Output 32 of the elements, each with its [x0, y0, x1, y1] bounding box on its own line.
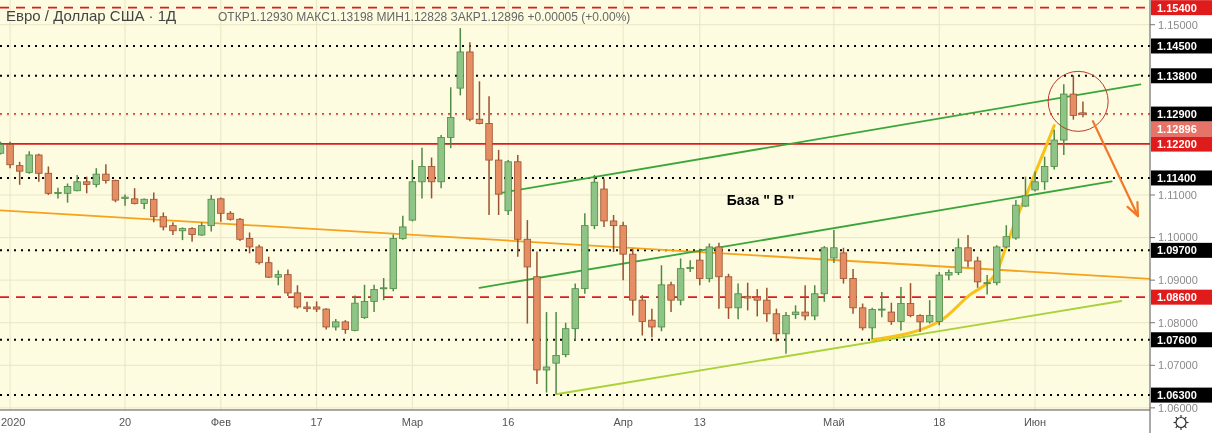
ref-line-label: 1.15400	[1157, 1, 1197, 14]
y-tick-label: 1.11000	[1158, 188, 1197, 201]
x-tick-label: 20	[118, 416, 132, 428]
ref-line-label: 1.12896	[1157, 122, 1197, 135]
ref-line-label: 1.12200	[1157, 137, 1197, 150]
ref-line-label: 1.07600	[1157, 333, 1197, 346]
ref-line-label: 1.08600	[1157, 291, 1197, 304]
ref-line-label: 1.12900	[1157, 107, 1197, 120]
y-tick-label: 1.07000	[1158, 359, 1198, 372]
text: Евро / Доллар США · 1Д	[6, 7, 177, 24]
annotation: База " В "	[726, 192, 795, 208]
y-tick-label: 1.15000	[1158, 18, 1198, 31]
x-tick-label: Май	[823, 416, 845, 428]
text: ОТКР1.12930 МАКС1.13198 МИН1.12828 ЗАКР1.12896 +0.00005 (+0.00%)	[218, 10, 631, 24]
x-tick-label: Июн	[1023, 416, 1047, 428]
ref-line-label: 1.13800	[1157, 69, 1197, 82]
ref-line-label: 1.09700	[1157, 244, 1197, 257]
x-tick-label: 13	[693, 416, 706, 428]
x-tick-label: 16	[502, 416, 515, 428]
x-tick-label: Фев	[210, 416, 232, 428]
y-tick-label: 1.09000	[1158, 274, 1198, 286]
ref-line-label: 1.06300	[1157, 388, 1197, 401]
ref-line-label: 1.14500	[1157, 39, 1197, 52]
x-tick-label: Мар	[401, 416, 424, 428]
x-tick-label: 17	[310, 416, 323, 428]
y-tick-label: 1.06000	[1158, 401, 1198, 414]
y-tick-label: 1.08000	[1158, 316, 1198, 329]
x-tick-label: 2020	[1, 416, 26, 428]
ref-line-label: 1.11400	[1157, 171, 1197, 184]
x-tick-label: Апр	[613, 416, 633, 428]
y-tick-label: 1.10000	[1158, 231, 1198, 244]
x-tick-label: 18	[933, 416, 946, 428]
